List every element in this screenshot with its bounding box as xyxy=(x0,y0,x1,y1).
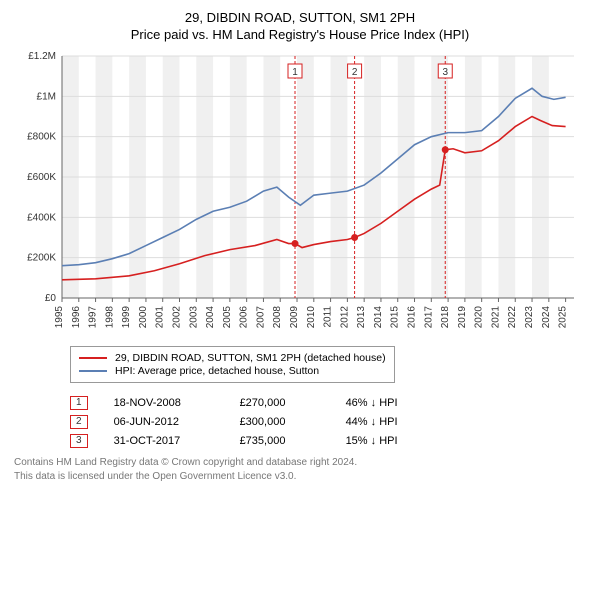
chart: £0 £200K £400K £600K £800K £1M £1.2M 1995 1996 19… xyxy=(14,48,586,338)
svg-text:1996: 1996 xyxy=(71,306,82,329)
sale-marker-num: 2 xyxy=(70,415,88,429)
legend-label-hpi: HPI: Average price, detached house, Sutt… xyxy=(115,365,319,377)
svg-text:2012: 2012 xyxy=(339,306,350,329)
svg-text:1995: 1995 xyxy=(54,306,65,329)
sale-delta: 46% ↓ HPI xyxy=(346,397,398,409)
svg-text:2005: 2005 xyxy=(222,306,233,329)
footer: Contains HM Land Registry data © Crown c… xyxy=(14,456,586,483)
svg-text:2001: 2001 xyxy=(155,306,166,329)
svg-text:2020: 2020 xyxy=(474,306,485,329)
svg-text:£600K: £600K xyxy=(27,172,56,183)
svg-text:2014: 2014 xyxy=(373,306,384,329)
svg-text:2004: 2004 xyxy=(205,306,216,329)
footer-line1: Contains HM Land Registry data © Crown c… xyxy=(14,456,586,470)
svg-text:2024: 2024 xyxy=(541,306,552,329)
line-chart-svg: £0 £200K £400K £600K £800K £1M £1.2M 1995 1996 19… xyxy=(14,48,586,338)
svg-text:2019: 2019 xyxy=(457,306,468,329)
sale-date: 31-OCT-2017 xyxy=(114,435,214,447)
sales-row: 1 18-NOV-2008 £270,000 46% ↓ HPI xyxy=(70,396,586,410)
svg-text:2011: 2011 xyxy=(323,306,334,328)
legend-row-hpi: HPI: Average price, detached house, Sutt… xyxy=(79,365,386,377)
legend: 29, DIBDIN ROAD, SUTTON, SM1 2PH (detach… xyxy=(70,346,395,383)
svg-text:£1M: £1M xyxy=(37,91,56,102)
svg-text:2002: 2002 xyxy=(172,306,183,329)
svg-text:1997: 1997 xyxy=(88,306,99,329)
svg-text:1: 1 xyxy=(292,67,298,78)
sale-date: 18-NOV-2008 xyxy=(114,397,214,409)
title-sub: Price paid vs. HM Land Registry's House … xyxy=(14,27,586,42)
chart-container: 29, DIBDIN ROAD, SUTTON, SM1 2PH Price p… xyxy=(0,0,600,491)
svg-text:2: 2 xyxy=(352,67,358,78)
svg-text:2022: 2022 xyxy=(507,306,518,329)
legend-swatch-property xyxy=(79,357,107,359)
svg-text:2006: 2006 xyxy=(239,306,250,329)
sale-delta: 15% ↓ HPI xyxy=(346,435,398,447)
sale-marker-num: 3 xyxy=(70,434,88,448)
sale-price: £270,000 xyxy=(240,397,320,409)
svg-text:2017: 2017 xyxy=(423,306,434,329)
svg-text:1999: 1999 xyxy=(121,306,132,329)
svg-text:2025: 2025 xyxy=(558,306,569,329)
svg-text:2010: 2010 xyxy=(306,306,317,329)
svg-text:3: 3 xyxy=(442,67,448,78)
sale-marker-num: 1 xyxy=(70,396,88,410)
sales-row: 3 31-OCT-2017 £735,000 15% ↓ HPI xyxy=(70,434,586,448)
svg-text:2013: 2013 xyxy=(356,306,367,329)
sale-delta: 44% ↓ HPI xyxy=(346,416,398,428)
sales-table: 1 18-NOV-2008 £270,000 46% ↓ HPI 2 06-JUN-201… xyxy=(70,396,586,448)
svg-text:2003: 2003 xyxy=(188,306,199,329)
svg-text:2016: 2016 xyxy=(407,306,418,329)
svg-text:2021: 2021 xyxy=(490,306,501,329)
sales-row: 2 06-JUN-2012 £300,000 44% ↓ HPI xyxy=(70,415,586,429)
legend-swatch-hpi xyxy=(79,370,107,372)
svg-text:2007: 2007 xyxy=(255,306,266,329)
svg-text:£400K: £400K xyxy=(27,212,56,223)
svg-text:2008: 2008 xyxy=(272,306,283,329)
sale-price: £735,000 xyxy=(240,435,320,447)
titles: 29, DIBDIN ROAD, SUTTON, SM1 2PH Price p… xyxy=(14,10,586,42)
svg-text:2023: 2023 xyxy=(524,306,535,329)
svg-text:£800K: £800K xyxy=(27,132,56,143)
svg-text:2015: 2015 xyxy=(390,306,401,329)
legend-label-property: 29, DIBDIN ROAD, SUTTON, SM1 2PH (detach… xyxy=(115,352,386,364)
legend-row-property: 29, DIBDIN ROAD, SUTTON, SM1 2PH (detach… xyxy=(79,352,386,364)
sale-price: £300,000 xyxy=(240,416,320,428)
sale-date: 06-JUN-2012 xyxy=(114,416,214,428)
footer-line2: This data is licensed under the Open Gov… xyxy=(14,470,586,484)
svg-text:2018: 2018 xyxy=(440,306,451,329)
svg-text:2000: 2000 xyxy=(138,306,149,329)
svg-text:£200K: £200K xyxy=(27,253,56,264)
svg-text:£1.2M: £1.2M xyxy=(28,51,56,62)
svg-text:£0: £0 xyxy=(45,293,57,304)
svg-text:1998: 1998 xyxy=(104,306,115,329)
title-main: 29, DIBDIN ROAD, SUTTON, SM1 2PH xyxy=(14,10,586,25)
svg-text:2009: 2009 xyxy=(289,306,300,329)
